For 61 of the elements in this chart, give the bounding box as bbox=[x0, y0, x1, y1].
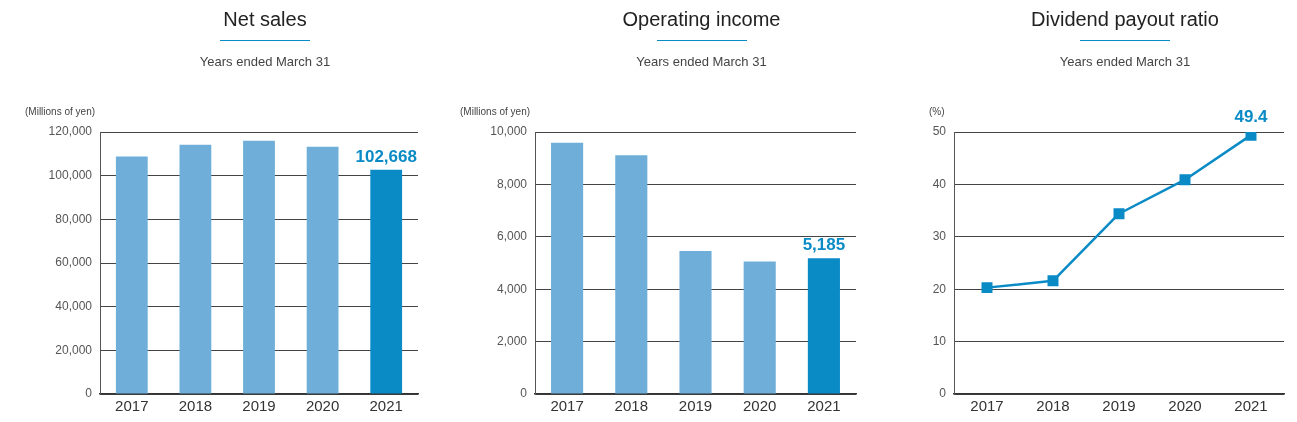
y-tick-label: 30 bbox=[932, 229, 947, 244]
point bbox=[1047, 275, 1059, 287]
point bbox=[1245, 132, 1257, 141]
x-tick-label: 2021 bbox=[369, 397, 403, 415]
y-tick-label: 0 bbox=[85, 386, 93, 401]
y-axis-title: (%) bbox=[929, 106, 945, 117]
y-tick-label: 20,000 bbox=[55, 342, 93, 357]
x-tick-label: 2020 bbox=[305, 397, 340, 415]
x-tick-label: 2021 bbox=[1234, 397, 1268, 415]
data-label: 102,668 bbox=[355, 147, 417, 167]
y-axis-title: (Millions of yen) bbox=[460, 106, 531, 117]
y-tick-label: 120,000 bbox=[48, 124, 93, 139]
x-tick-label: 2019 bbox=[242, 397, 276, 415]
y-axis-title: (Millions of yen) bbox=[25, 106, 96, 117]
y-tick-label: 80,000 bbox=[55, 211, 93, 226]
bar bbox=[243, 140, 275, 394]
bar bbox=[370, 169, 403, 394]
bar bbox=[115, 156, 148, 394]
x-tick-label: 2019 bbox=[1102, 397, 1136, 415]
y-tick-label: 60,000 bbox=[55, 255, 93, 270]
x-tick-label: 2017 bbox=[115, 397, 149, 415]
bar bbox=[743, 261, 776, 394]
x-tick-label: 2017 bbox=[550, 397, 584, 415]
y-tick-label: 0 bbox=[520, 386, 528, 401]
y-tick-label: 0 bbox=[939, 386, 947, 401]
chart-title: Net sales bbox=[222, 8, 308, 31]
bar bbox=[179, 144, 212, 394]
chart-subtitle: Years ended March 31 bbox=[1058, 54, 1192, 69]
y-tick-label: 10,000 bbox=[490, 124, 528, 139]
x-tick-label: 2019 bbox=[678, 397, 713, 415]
x-tick-label: 2020 bbox=[743, 397, 777, 415]
chart-title: Operating income bbox=[621, 8, 782, 31]
y-tick-label: 100,000 bbox=[48, 167, 93, 182]
y-tick-label: 4,000 bbox=[496, 281, 528, 296]
y-tick-label: 8,000 bbox=[496, 176, 528, 191]
x-tick-label: 2020 bbox=[1168, 397, 1202, 415]
chart-subtitle: Years ended March 31 bbox=[198, 54, 332, 69]
x-tick-label: 2018 bbox=[614, 397, 648, 415]
x-tick-label: 2018 bbox=[1036, 397, 1070, 415]
x-tick-label: 2018 bbox=[178, 397, 213, 415]
data-label: 5,185 bbox=[802, 235, 846, 255]
bar bbox=[306, 146, 339, 394]
y-tick-label: 10 bbox=[932, 333, 947, 348]
point bbox=[981, 282, 993, 294]
y-tick-label: 2,000 bbox=[496, 333, 528, 348]
point bbox=[1113, 208, 1125, 220]
bar bbox=[807, 258, 840, 394]
chart-title: Dividend payout ratio bbox=[1030, 8, 1220, 31]
y-tick-label: 40 bbox=[932, 176, 947, 191]
y-tick-label: 20 bbox=[932, 281, 947, 296]
x-tick-label: 2021 bbox=[807, 397, 841, 415]
data-label: 49.4 bbox=[1234, 107, 1269, 127]
y-tick-label: 40,000 bbox=[55, 298, 93, 313]
chart-subtitle: Years ended March 31 bbox=[635, 54, 768, 69]
y-tick-label: 6,000 bbox=[496, 229, 528, 244]
bar bbox=[551, 142, 584, 394]
x-tick-label: 2017 bbox=[970, 397, 1004, 415]
point bbox=[1179, 174, 1191, 186]
bar bbox=[615, 155, 648, 394]
y-tick-label: 50 bbox=[932, 124, 947, 139]
bar bbox=[679, 250, 712, 394]
